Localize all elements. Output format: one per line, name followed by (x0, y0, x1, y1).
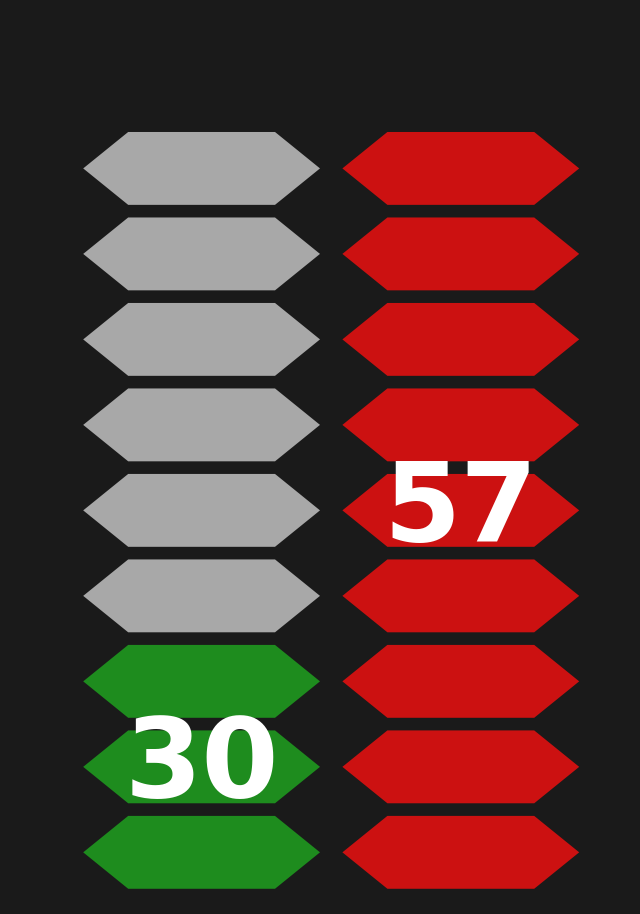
Polygon shape (342, 132, 579, 205)
Polygon shape (83, 559, 320, 632)
Polygon shape (83, 645, 320, 717)
Polygon shape (342, 816, 579, 888)
Polygon shape (83, 132, 320, 205)
Polygon shape (83, 303, 320, 376)
Polygon shape (342, 730, 579, 803)
Polygon shape (342, 218, 579, 291)
Polygon shape (83, 218, 320, 291)
Polygon shape (83, 474, 320, 547)
Polygon shape (342, 559, 579, 632)
Polygon shape (342, 388, 579, 462)
Text: Major Adverse Cardiovascular Events were reduced 43% in the CoQ10 group compared: Major Adverse Cardiovascular Events were… (12, 17, 628, 56)
Polygon shape (83, 388, 320, 462)
Polygon shape (342, 474, 579, 547)
Text: 30: 30 (124, 713, 279, 821)
Polygon shape (83, 730, 320, 803)
Polygon shape (83, 816, 320, 888)
Polygon shape (342, 303, 579, 376)
Text: 57: 57 (383, 457, 538, 564)
Polygon shape (342, 645, 579, 717)
